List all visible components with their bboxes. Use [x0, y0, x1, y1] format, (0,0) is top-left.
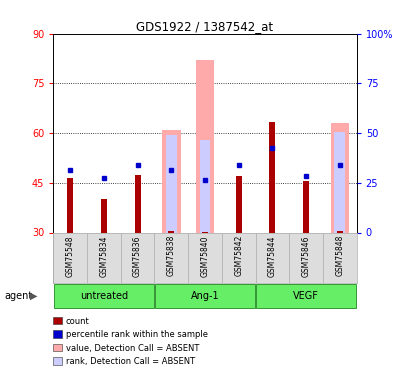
Bar	[162, 130, 180, 232]
Bar	[302, 181, 308, 232]
Text: Ang-1: Ang-1	[190, 291, 219, 301]
Text: untreated: untreated	[80, 291, 128, 301]
Bar	[134, 174, 140, 232]
Text: GSM75842: GSM75842	[234, 235, 243, 276]
Text: percentile rank within the sample: percentile rank within the sample	[65, 330, 207, 339]
Bar	[166, 135, 176, 232]
Bar	[195, 60, 214, 232]
Bar	[269, 122, 275, 232]
Text: GSM75846: GSM75846	[301, 235, 310, 276]
Text: VEGF: VEGF	[292, 291, 318, 301]
Text: GSM75836: GSM75836	[133, 235, 142, 276]
Text: value, Detection Call = ABSENT: value, Detection Call = ABSENT	[65, 344, 198, 352]
Bar	[168, 231, 174, 232]
Text: GSM75834: GSM75834	[99, 235, 108, 276]
Text: count: count	[65, 316, 89, 326]
Bar	[235, 176, 241, 232]
Bar	[334, 132, 344, 232]
Text: rank, Detection Call = ABSENT: rank, Detection Call = ABSENT	[65, 357, 194, 366]
Bar	[101, 200, 107, 232]
Text: GSM75848: GSM75848	[335, 235, 344, 276]
Text: GSM75548: GSM75548	[65, 235, 74, 276]
Title: GDS1922 / 1387542_at: GDS1922 / 1387542_at	[136, 20, 273, 33]
FancyBboxPatch shape	[155, 284, 254, 308]
FancyBboxPatch shape	[54, 284, 153, 308]
FancyBboxPatch shape	[256, 284, 355, 308]
Text: GSM75840: GSM75840	[200, 235, 209, 276]
Text: agent: agent	[4, 291, 32, 301]
Bar	[336, 231, 342, 232]
Text: ▶: ▶	[29, 291, 37, 301]
Bar	[67, 178, 73, 232]
Text: GSM75844: GSM75844	[267, 235, 276, 276]
Bar	[199, 140, 210, 232]
Text: GSM75838: GSM75838	[166, 235, 175, 276]
Bar	[330, 123, 348, 232]
